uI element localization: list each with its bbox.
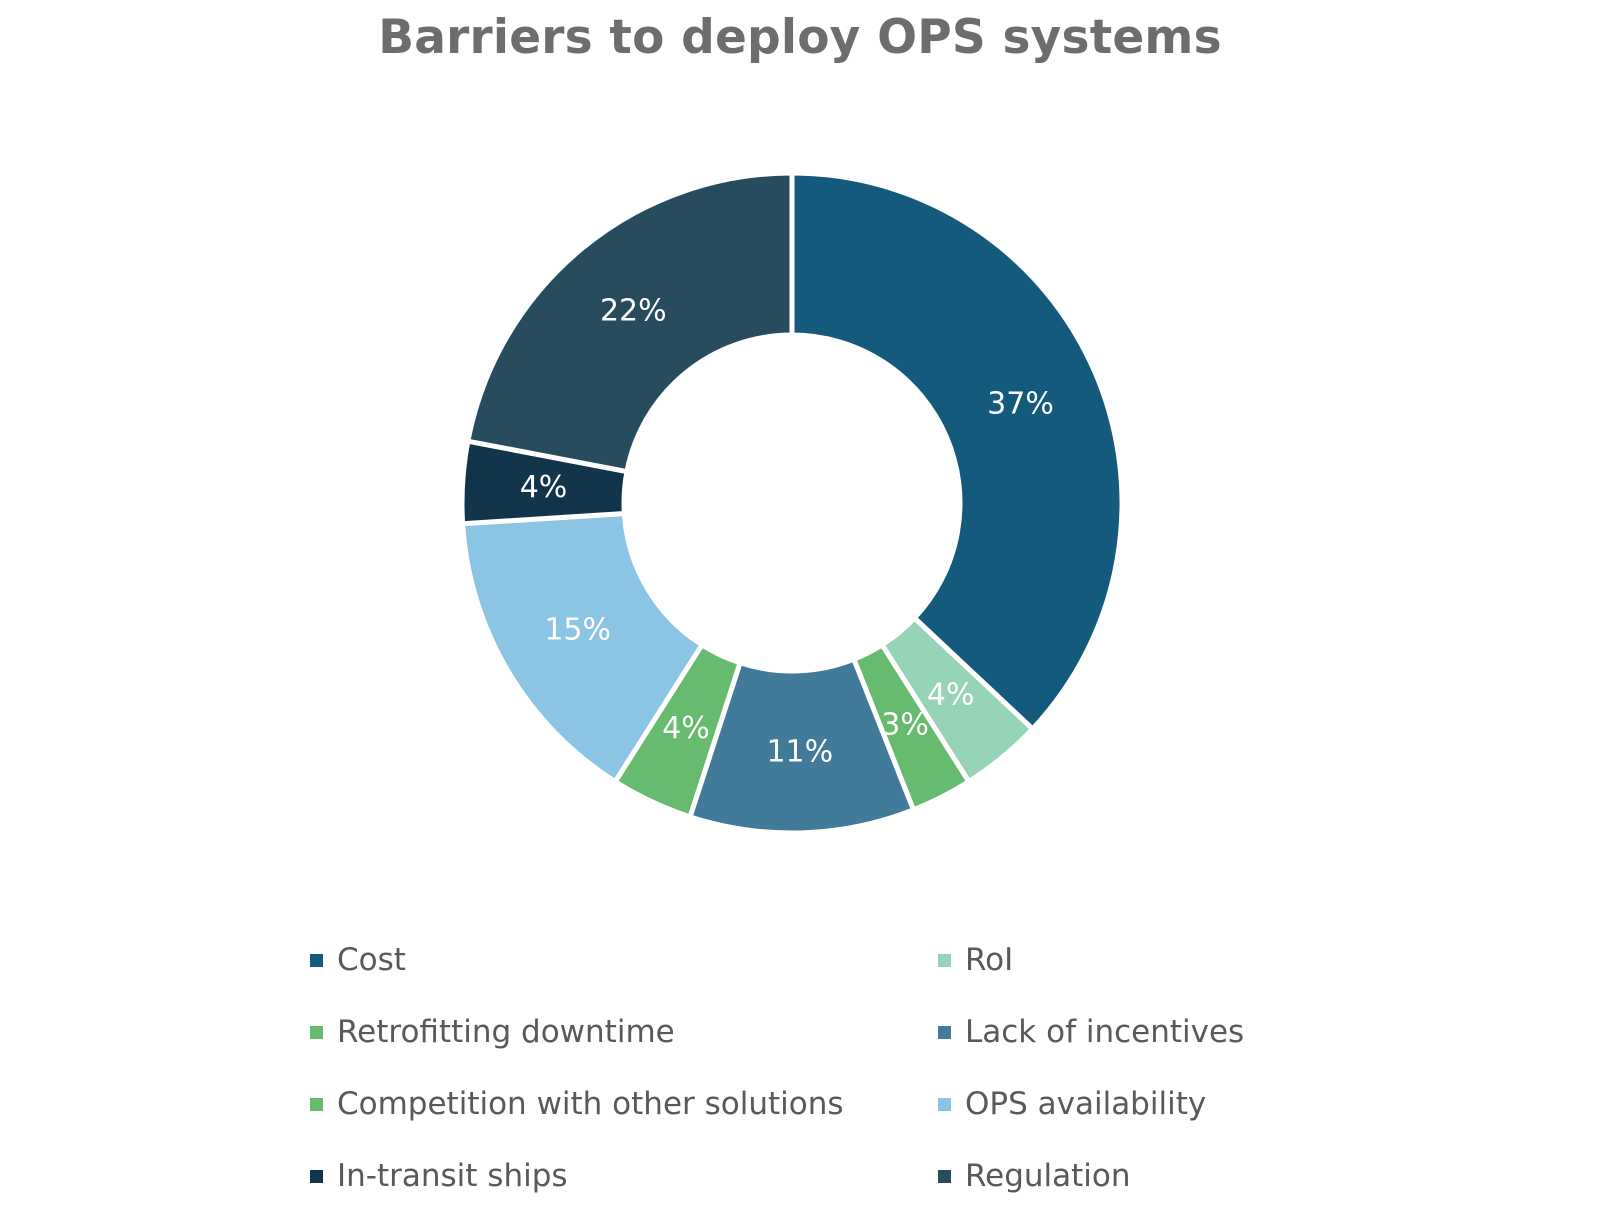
data-label-ops-availability: 15%	[544, 612, 611, 647]
legend-swatch	[310, 1169, 323, 1183]
legend-swatch	[310, 953, 323, 967]
legend-item-retrofitting-downtime: Retrofitting downtime	[310, 1012, 938, 1052]
chart-title: Barriers to deploy OPS systems	[378, 10, 1222, 65]
data-label-cost: 37%	[987, 387, 1054, 422]
legend-label: Cost	[337, 942, 406, 978]
legend-item-lack-of-incentives: Lack of incentives	[938, 1012, 1310, 1052]
data-label-competition-with-other-solutions: 4%	[662, 711, 710, 746]
data-label-lack-of-incentives: 11%	[766, 734, 833, 769]
legend-item-in-transit-ships: In-transit ships	[310, 1156, 938, 1196]
legend-label: Competition with other solutions	[337, 1086, 844, 1122]
legend-label: Regulation	[965, 1158, 1131, 1194]
legend-swatch	[310, 1025, 323, 1039]
legend-swatch	[938, 953, 951, 967]
slice-ops-availability	[459, 510, 706, 786]
legend-item-cost: Cost	[310, 940, 938, 980]
slice-cost	[789, 170, 1125, 733]
chart-legend: Cost RoI Retrofitting downtime Lack of ince…	[310, 940, 1310, 1228]
legend-swatch	[938, 1169, 951, 1183]
slice-regulation	[464, 170, 795, 475]
data-label-regulation: 22%	[600, 294, 667, 329]
data-label-roi: 4%	[927, 677, 975, 712]
data-label-retrofitting-downtime: 3%	[881, 707, 929, 742]
legend-label: OPS availability	[965, 1086, 1207, 1122]
legend-label: Retrofitting downtime	[337, 1014, 675, 1050]
legend-label: RoI	[965, 942, 1014, 978]
legend-item-ops-availability: OPS availability	[938, 1084, 1310, 1124]
legend-label: Lack of incentives	[965, 1014, 1245, 1050]
legend-item-roi: RoI	[938, 940, 1310, 980]
data-label-in-transit-ships: 4%	[520, 470, 568, 505]
legend-item-competition-with-other-solutions: Competition with other solutions	[310, 1084, 938, 1124]
legend-item-regulation: Regulation	[938, 1156, 1310, 1196]
legend-swatch	[938, 1097, 951, 1111]
legend-label: In-transit ships	[337, 1158, 568, 1194]
legend-swatch	[310, 1097, 323, 1111]
legend-swatch	[938, 1025, 951, 1039]
slice-lack-of-incentives	[686, 655, 917, 836]
